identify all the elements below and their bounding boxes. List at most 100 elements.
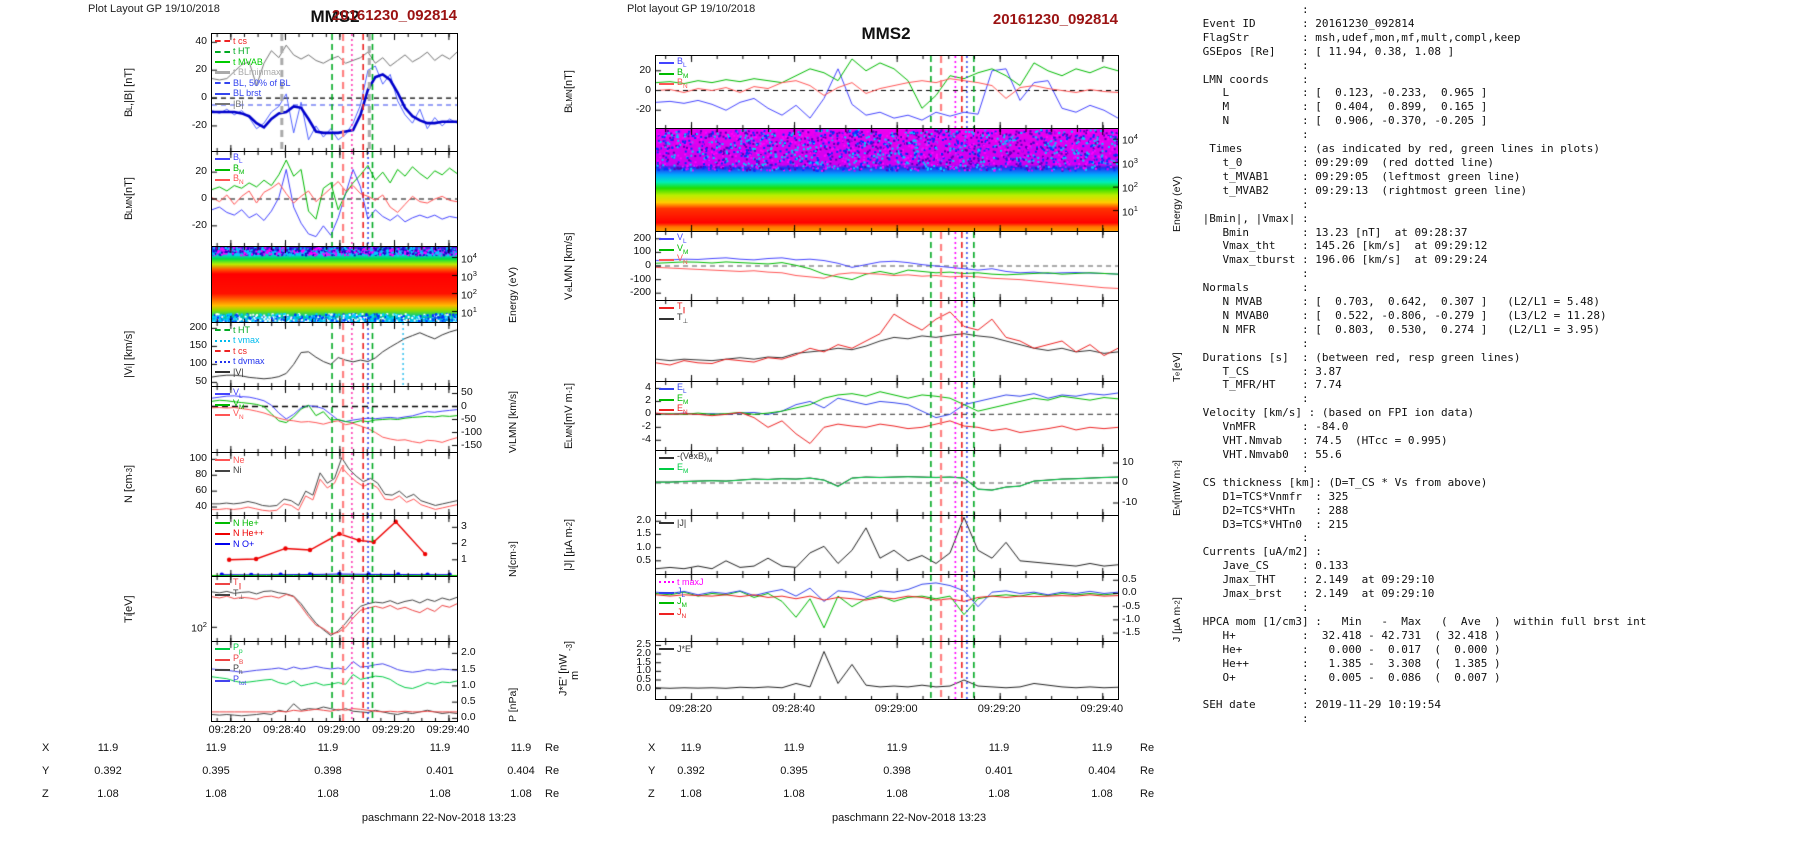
right-axis-label: Energy (eV) [506,266,519,323]
legend-entry: Pp [215,643,246,655]
legend-label: EM [677,461,689,475]
y-axis-label [115,386,145,453]
table-cell: 11.9 [680,742,702,754]
y-tick: -100 [629,272,651,285]
legend-entry: VM [659,243,688,255]
legend-entry: t maxJ [659,577,704,588]
legend-label: Ph [233,663,243,676]
table-cell: 0.404 [1088,765,1116,777]
table-cell: 11.9 [97,742,119,754]
legend-swatch [215,103,230,106]
plot-canvas [212,152,457,246]
table-cell: 1.08 [680,788,702,800]
legend-entry: T⊥ [659,312,688,324]
y-tick: -0.5 [1122,599,1141,612]
plot-canvas [212,387,457,452]
y-axis-label: B L ,|B| [nT] [123,67,136,118]
y-tick-labels [585,450,655,516]
legend-swatch [215,669,230,672]
legend-label: t vmax [233,335,260,346]
legend-label: t maxJ [677,576,704,587]
legend-swatch [215,360,230,363]
panel-legend: BL BM BN [659,57,688,90]
plot-canvas [656,451,1118,515]
legend-swatch [659,62,674,65]
y-axis-label: N [cm -3] [123,464,136,504]
right-axis [1119,55,1182,129]
legend-entry: N O+ [215,539,264,550]
legend-swatch [215,658,230,661]
y-tick: 1.0 [461,678,476,691]
panel-legend: Ne Ni [215,455,245,476]
legend-swatch [215,459,230,462]
legend-label: BL brst [233,88,262,99]
info-text: : Event ID : 20161230_092814 FlagStr : m… [1202,3,1647,726]
right-axis [1119,231,1182,301]
x-tick-label: 09:29:20 [372,724,415,736]
y-tick: 101 [1122,203,1138,219]
y-tick: 3 [461,520,467,533]
panel-legend: t HT t vmax t cs t dvmax |V| [215,325,265,378]
plot-canvas [212,642,457,721]
legend-label: t MVAB [233,56,263,67]
y-tick: -150 [461,438,483,451]
right-axis [458,33,518,152]
legend-swatch [659,238,674,241]
legend-entry: T∥ [215,578,244,590]
plot-area: t HT t vmax t cs t dvmax |V| [211,322,458,387]
legend-entry: T∥ [659,302,688,314]
y-tick-labels: 40 20 0 -20 [145,33,211,152]
table-cell: 0.392 [94,765,122,777]
plot-area: |J| [655,515,1119,575]
plot-area: Ne Ni [211,452,458,516]
legend-swatch [659,248,674,251]
plot-canvas [212,577,457,641]
plot-layout-label: Plot layout GP 19/10/2018 [627,3,756,15]
y-tick: 1.5 [636,655,651,668]
y-axis-label: |V i | [km/s] [123,330,136,379]
legend-entry: BL brst [215,89,291,100]
y-tick: 0.0 [636,681,651,694]
legend-entry: EM [659,393,688,405]
plot-panel-8: Pp PB Ph Ptot 2.0 1.5 1.0 0.5 0.0 P [nPa] [115,641,519,723]
y-tick: 0 [201,91,207,104]
plot-canvas [212,323,457,386]
plot-canvas [656,516,1118,574]
y-tick: -1.0 [1122,612,1141,625]
plot-panel-5: -(VexB)M EM 10 0 -10 E M [mW m -2] [555,450,1183,516]
y-tick-labels: 200 100 0 -100 -200 [585,231,655,301]
y-tick: 2.5 [636,638,651,651]
legend-entry: EL [659,383,688,395]
plot-canvas [212,516,457,576]
table-unit: Re [1140,788,1155,800]
y-tick-labels [585,300,655,382]
y-axis-label: B LMN [nT] [563,70,576,114]
table-row-label: X [42,742,50,754]
plot-canvas [656,301,1118,381]
y-tick: 103 [1122,155,1138,171]
y-tick: 1 [461,552,467,565]
table-cell: 0.401 [985,765,1013,777]
table-cell: 0.395 [202,765,230,777]
y-tick: -20 [191,118,207,131]
legend-entry: T⊥ [215,588,244,600]
legend-swatch [215,648,230,651]
figure-footer: paschmann 22-Nov-2018 13:23 [361,812,516,824]
y-tick: 0.5 [461,695,476,708]
y-tick: 150 [189,339,207,352]
y-tick-labels [145,515,211,577]
legend-entry: t cs [215,346,265,357]
x-tick-label: 09:28:40 [772,703,816,715]
legend-label: JL [677,585,686,599]
legend-entry: VN [215,409,244,421]
y-axis-label [555,574,585,642]
y-tick: -100 [461,425,483,438]
y-tick: 100 [189,452,207,465]
panel-legend: T∥ T⊥ [659,302,688,324]
legend-entry: |B| [215,99,291,110]
plot-panel-8: J*E' [nW m -3] 2.5 2.0 1.5 1.0 0.5 0.0 J*E' [555,638,1182,700]
y-tick-labels [585,128,655,232]
legend-label: BN [677,77,688,90]
